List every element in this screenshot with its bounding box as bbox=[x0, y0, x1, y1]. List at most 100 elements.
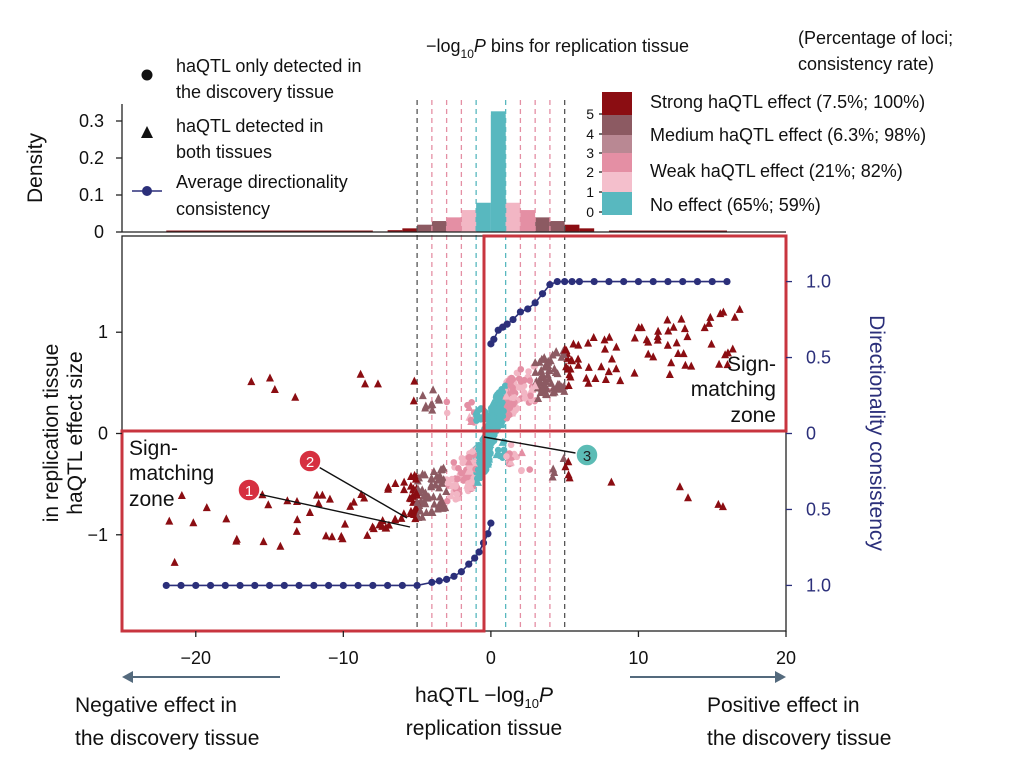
x-tick-label: −20 bbox=[181, 648, 212, 668]
effect-legend: −log10P bins for replication tissue (Per… bbox=[426, 28, 953, 220]
sign-matching-zone-negative bbox=[120, 429, 486, 633]
histogram-bar bbox=[564, 224, 580, 232]
histogram-bar bbox=[579, 228, 595, 232]
scatter-point-triangle bbox=[247, 377, 256, 386]
scatter-point-triangle bbox=[418, 391, 427, 400]
legend-line-label-1: Average directionality bbox=[176, 172, 348, 192]
histogram-bar bbox=[535, 217, 550, 232]
scatter-point-triangle bbox=[435, 470, 444, 479]
legend-dot-icon bbox=[141, 69, 153, 81]
scatter-point-dot bbox=[517, 384, 525, 391]
scatter-point-triangle bbox=[663, 315, 672, 324]
scatter-point-dot bbox=[518, 467, 525, 475]
scatter-point-triangle bbox=[305, 507, 314, 516]
consistency-point bbox=[487, 519, 495, 527]
scatter-point-triangle bbox=[465, 403, 474, 412]
scatter-point-dot bbox=[498, 398, 505, 406]
pct-legend-title-1: (Percentage of loci; bbox=[798, 28, 953, 48]
scatter-point-triangle bbox=[428, 405, 437, 414]
scatter-point-triangle bbox=[582, 373, 591, 382]
consistency-point bbox=[664, 277, 672, 286]
consistency-point bbox=[339, 581, 347, 590]
scale-tick-label: 4 bbox=[586, 126, 594, 142]
histogram-bar bbox=[387, 230, 403, 232]
consistency-point bbox=[634, 277, 643, 286]
legend-dot-label-1: haQTL only detected in bbox=[176, 56, 361, 76]
scatter-point-triangle bbox=[291, 392, 300, 401]
y-tick-label: 0 bbox=[98, 424, 108, 444]
histogram-bar bbox=[166, 230, 373, 232]
scatter-point-triangle bbox=[644, 349, 653, 358]
scatter-point-triangle bbox=[605, 332, 614, 341]
scatter-point-triangle bbox=[338, 534, 347, 543]
scatter-point-triangle bbox=[435, 483, 444, 492]
legend-medium-label: Medium haQTL effect (6.3%; 98%) bbox=[650, 125, 926, 145]
scatter-point-triangle bbox=[559, 454, 568, 463]
scatter-point-triangle bbox=[616, 376, 625, 385]
scatter-point-triangle bbox=[293, 515, 302, 524]
scatter-point-triangle bbox=[687, 361, 696, 370]
scatter-point-triangle bbox=[361, 379, 370, 388]
consistency-point bbox=[162, 581, 170, 590]
scatter-point-triangle bbox=[429, 385, 438, 394]
scatter-point-triangle bbox=[270, 384, 279, 393]
scatter-point-dot bbox=[469, 448, 476, 455]
consistency-point bbox=[265, 581, 274, 590]
histogram-bar bbox=[549, 221, 565, 232]
scatter-point-triangle bbox=[436, 492, 445, 501]
callout-1-marker bbox=[237, 478, 261, 502]
scatter-point-triangle bbox=[391, 478, 400, 487]
scatter-point-dot bbox=[509, 400, 517, 408]
y2label: Directionality consistency bbox=[865, 315, 888, 551]
scatter-point-triangle bbox=[497, 386, 506, 395]
consistency-point bbox=[590, 277, 598, 286]
swatch-weak-light bbox=[602, 172, 632, 192]
scatter-point-triangle bbox=[373, 379, 382, 388]
scatter-point-dot bbox=[444, 479, 452, 487]
scatter-point-triangle bbox=[534, 393, 543, 402]
legend-triangle-icon bbox=[141, 126, 153, 138]
scatter-point-triangle bbox=[664, 326, 673, 335]
scatter-point-triangle bbox=[683, 332, 692, 341]
consistency-point bbox=[457, 568, 465, 576]
scatter-point-dot bbox=[443, 409, 451, 417]
y2-tick-label: 1.0 bbox=[806, 575, 831, 595]
positive-arrow-head-icon bbox=[775, 671, 786, 683]
scatter-point-dot bbox=[473, 417, 480, 424]
scatter-point-triangle bbox=[681, 360, 690, 369]
hist-ytick-label: 0.1 bbox=[79, 185, 104, 205]
consistency-point bbox=[516, 308, 525, 316]
scatter-point-triangle bbox=[600, 335, 609, 344]
scatter-point-triangle bbox=[680, 324, 689, 333]
swatch-strong bbox=[602, 92, 632, 115]
scatter-point-triangle bbox=[413, 498, 422, 507]
scatter-point-triangle bbox=[591, 374, 600, 383]
callout-2-leader bbox=[309, 461, 408, 519]
histogram-bar bbox=[461, 210, 477, 232]
consistency-point bbox=[251, 581, 259, 590]
scatter-point-dot bbox=[517, 378, 525, 385]
scatter-point-triangle bbox=[721, 350, 730, 359]
scatter-point-triangle bbox=[560, 386, 569, 395]
scatter-point-triangle bbox=[384, 520, 393, 529]
scatter-point-triangle bbox=[448, 481, 457, 490]
scatter-point-triangle bbox=[565, 473, 574, 482]
scatter-point-dot bbox=[453, 490, 461, 498]
scatter-point-triangle bbox=[677, 314, 686, 323]
scale-tick-label: 1 bbox=[586, 184, 594, 200]
swatch-medium bbox=[602, 115, 632, 135]
consistency-point bbox=[435, 577, 443, 585]
scatter-point-triangle bbox=[672, 338, 681, 347]
scatter-point-triangle bbox=[552, 348, 561, 357]
consistency-point bbox=[568, 277, 576, 286]
positive-label-1: Positive effect in bbox=[707, 694, 860, 717]
scatter-point-triangle bbox=[318, 490, 327, 499]
consistency-point bbox=[450, 572, 458, 580]
scatter-point-triangle bbox=[473, 477, 482, 486]
scatter-point-triangle bbox=[506, 457, 515, 466]
consistency-point bbox=[354, 581, 362, 590]
scatter-point-triangle bbox=[531, 381, 540, 390]
scatter-point-triangle bbox=[667, 358, 676, 367]
scatter-point-triangle bbox=[264, 500, 273, 509]
scatter-point-triangle bbox=[679, 349, 688, 358]
